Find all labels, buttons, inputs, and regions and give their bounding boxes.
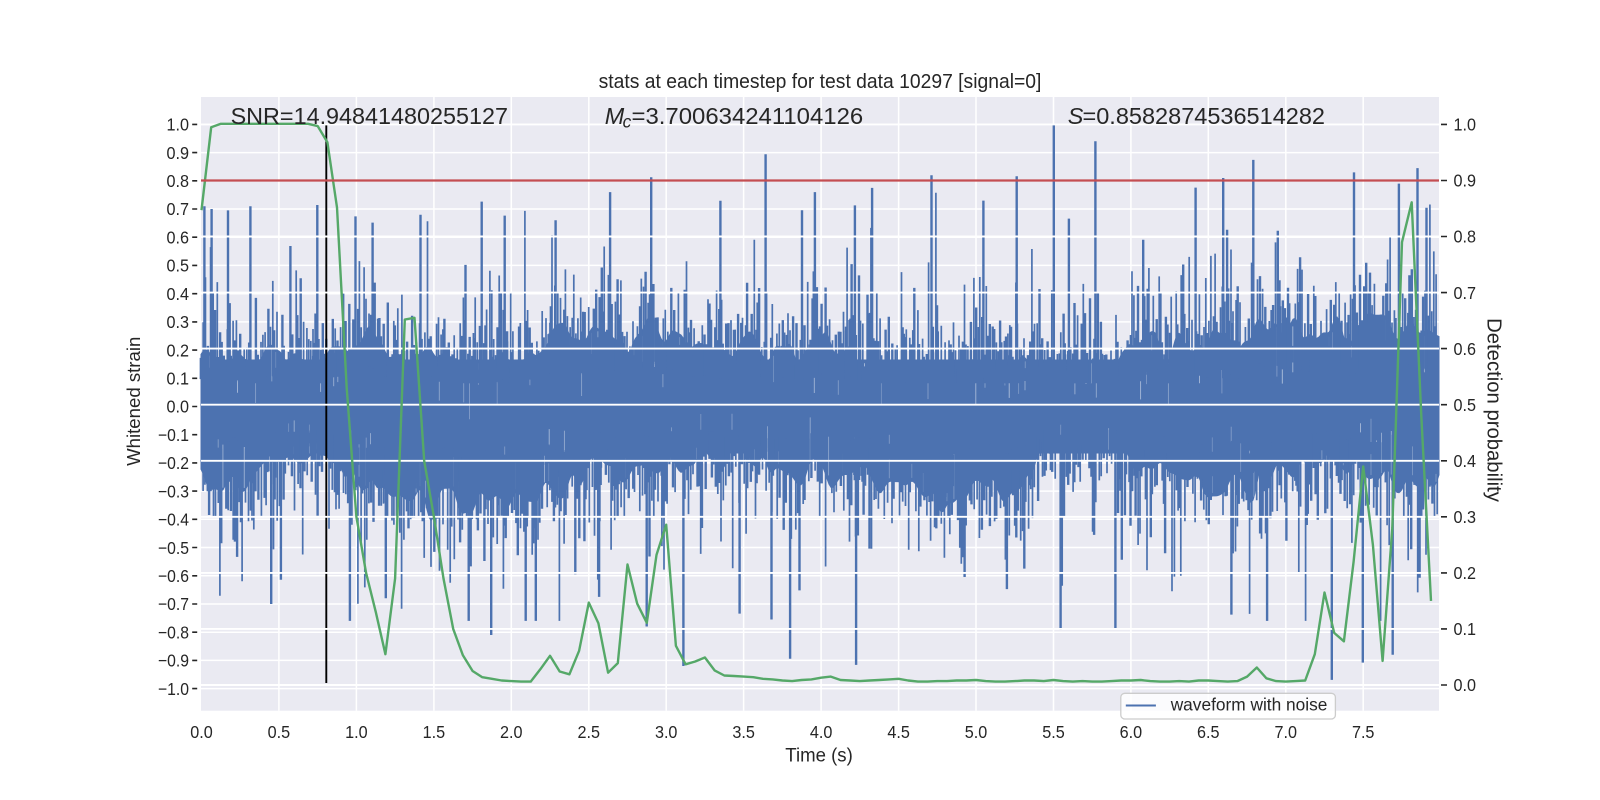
- svg-text:=3.700634241104126: =3.700634241104126: [632, 103, 864, 129]
- svg-text:0.6: 0.6: [167, 227, 190, 247]
- svg-text:2.5: 2.5: [578, 722, 601, 742]
- svg-text:−0.7: −0.7: [158, 594, 189, 614]
- svg-text:2.0: 2.0: [500, 722, 523, 742]
- svg-text:6.5: 6.5: [1197, 722, 1220, 742]
- svg-text:−1.0: −1.0: [158, 679, 189, 699]
- svg-text:0.3: 0.3: [1454, 507, 1477, 527]
- svg-text:0.8: 0.8: [167, 171, 190, 191]
- svg-text:0.7: 0.7: [167, 199, 190, 219]
- svg-text:0.2: 0.2: [1454, 563, 1477, 583]
- svg-text:0.0: 0.0: [167, 397, 190, 417]
- svg-text:c: c: [623, 112, 632, 132]
- svg-text:0.0: 0.0: [190, 722, 213, 742]
- svg-text:S: S: [1068, 103, 1084, 129]
- svg-text:4.0: 4.0: [810, 722, 833, 742]
- svg-text:−0.2: −0.2: [158, 453, 189, 473]
- svg-text:7.5: 7.5: [1352, 722, 1375, 742]
- svg-text:0.1: 0.1: [1454, 619, 1477, 639]
- svg-text:−0.4: −0.4: [158, 510, 189, 530]
- svg-text:−0.8: −0.8: [158, 622, 189, 642]
- svg-text:0.4: 0.4: [1454, 451, 1477, 471]
- svg-text:0.1: 0.1: [167, 369, 190, 389]
- svg-text:0.8: 0.8: [1454, 227, 1477, 247]
- svg-text:3.0: 3.0: [655, 722, 678, 742]
- svg-text:−0.9: −0.9: [158, 651, 189, 671]
- svg-text:Detection probability: Detection probability: [1483, 318, 1505, 503]
- svg-text:3.5: 3.5: [732, 722, 755, 742]
- svg-text:SNR=14.94841480255127: SNR=14.94841480255127: [231, 103, 508, 129]
- svg-text:0.0: 0.0: [1454, 675, 1477, 695]
- svg-text:−0.6: −0.6: [158, 566, 189, 586]
- svg-text:1.0: 1.0: [1454, 115, 1477, 135]
- svg-text:5.5: 5.5: [1042, 722, 1065, 742]
- svg-text:0.7: 0.7: [1454, 283, 1477, 303]
- svg-text:Whitened strain: Whitened strain: [123, 337, 144, 466]
- svg-text:0.9: 0.9: [167, 143, 190, 163]
- svg-text:M: M: [605, 103, 625, 129]
- svg-text:0.9: 0.9: [1454, 171, 1477, 191]
- svg-text:1.0: 1.0: [167, 115, 190, 135]
- svg-text:7.0: 7.0: [1275, 722, 1298, 742]
- svg-text:−0.1: −0.1: [158, 425, 189, 445]
- svg-text:Time (s): Time (s): [785, 745, 853, 766]
- svg-text:5.0: 5.0: [965, 722, 988, 742]
- svg-text:−0.5: −0.5: [158, 538, 189, 558]
- svg-text:1.5: 1.5: [423, 722, 446, 742]
- svg-text:0.2: 0.2: [167, 340, 190, 360]
- svg-text:−0.3: −0.3: [158, 481, 189, 501]
- svg-text:4.5: 4.5: [887, 722, 910, 742]
- svg-text:0.5: 0.5: [167, 256, 190, 276]
- svg-text:=0.8582874536514282: =0.8582874536514282: [1083, 103, 1326, 129]
- svg-text:0.4: 0.4: [167, 284, 190, 304]
- svg-text:1.0: 1.0: [345, 722, 368, 742]
- svg-text:0.6: 0.6: [1454, 339, 1477, 359]
- svg-text:0.3: 0.3: [167, 312, 190, 332]
- svg-text:waveform with noise: waveform with noise: [1170, 695, 1328, 715]
- svg-text:6.0: 6.0: [1120, 722, 1143, 742]
- svg-text:0.5: 0.5: [1454, 395, 1477, 415]
- svg-text:stats at each timestep for tes: stats at each timestep for test data 102…: [599, 70, 1042, 93]
- svg-text:0.5: 0.5: [268, 722, 291, 742]
